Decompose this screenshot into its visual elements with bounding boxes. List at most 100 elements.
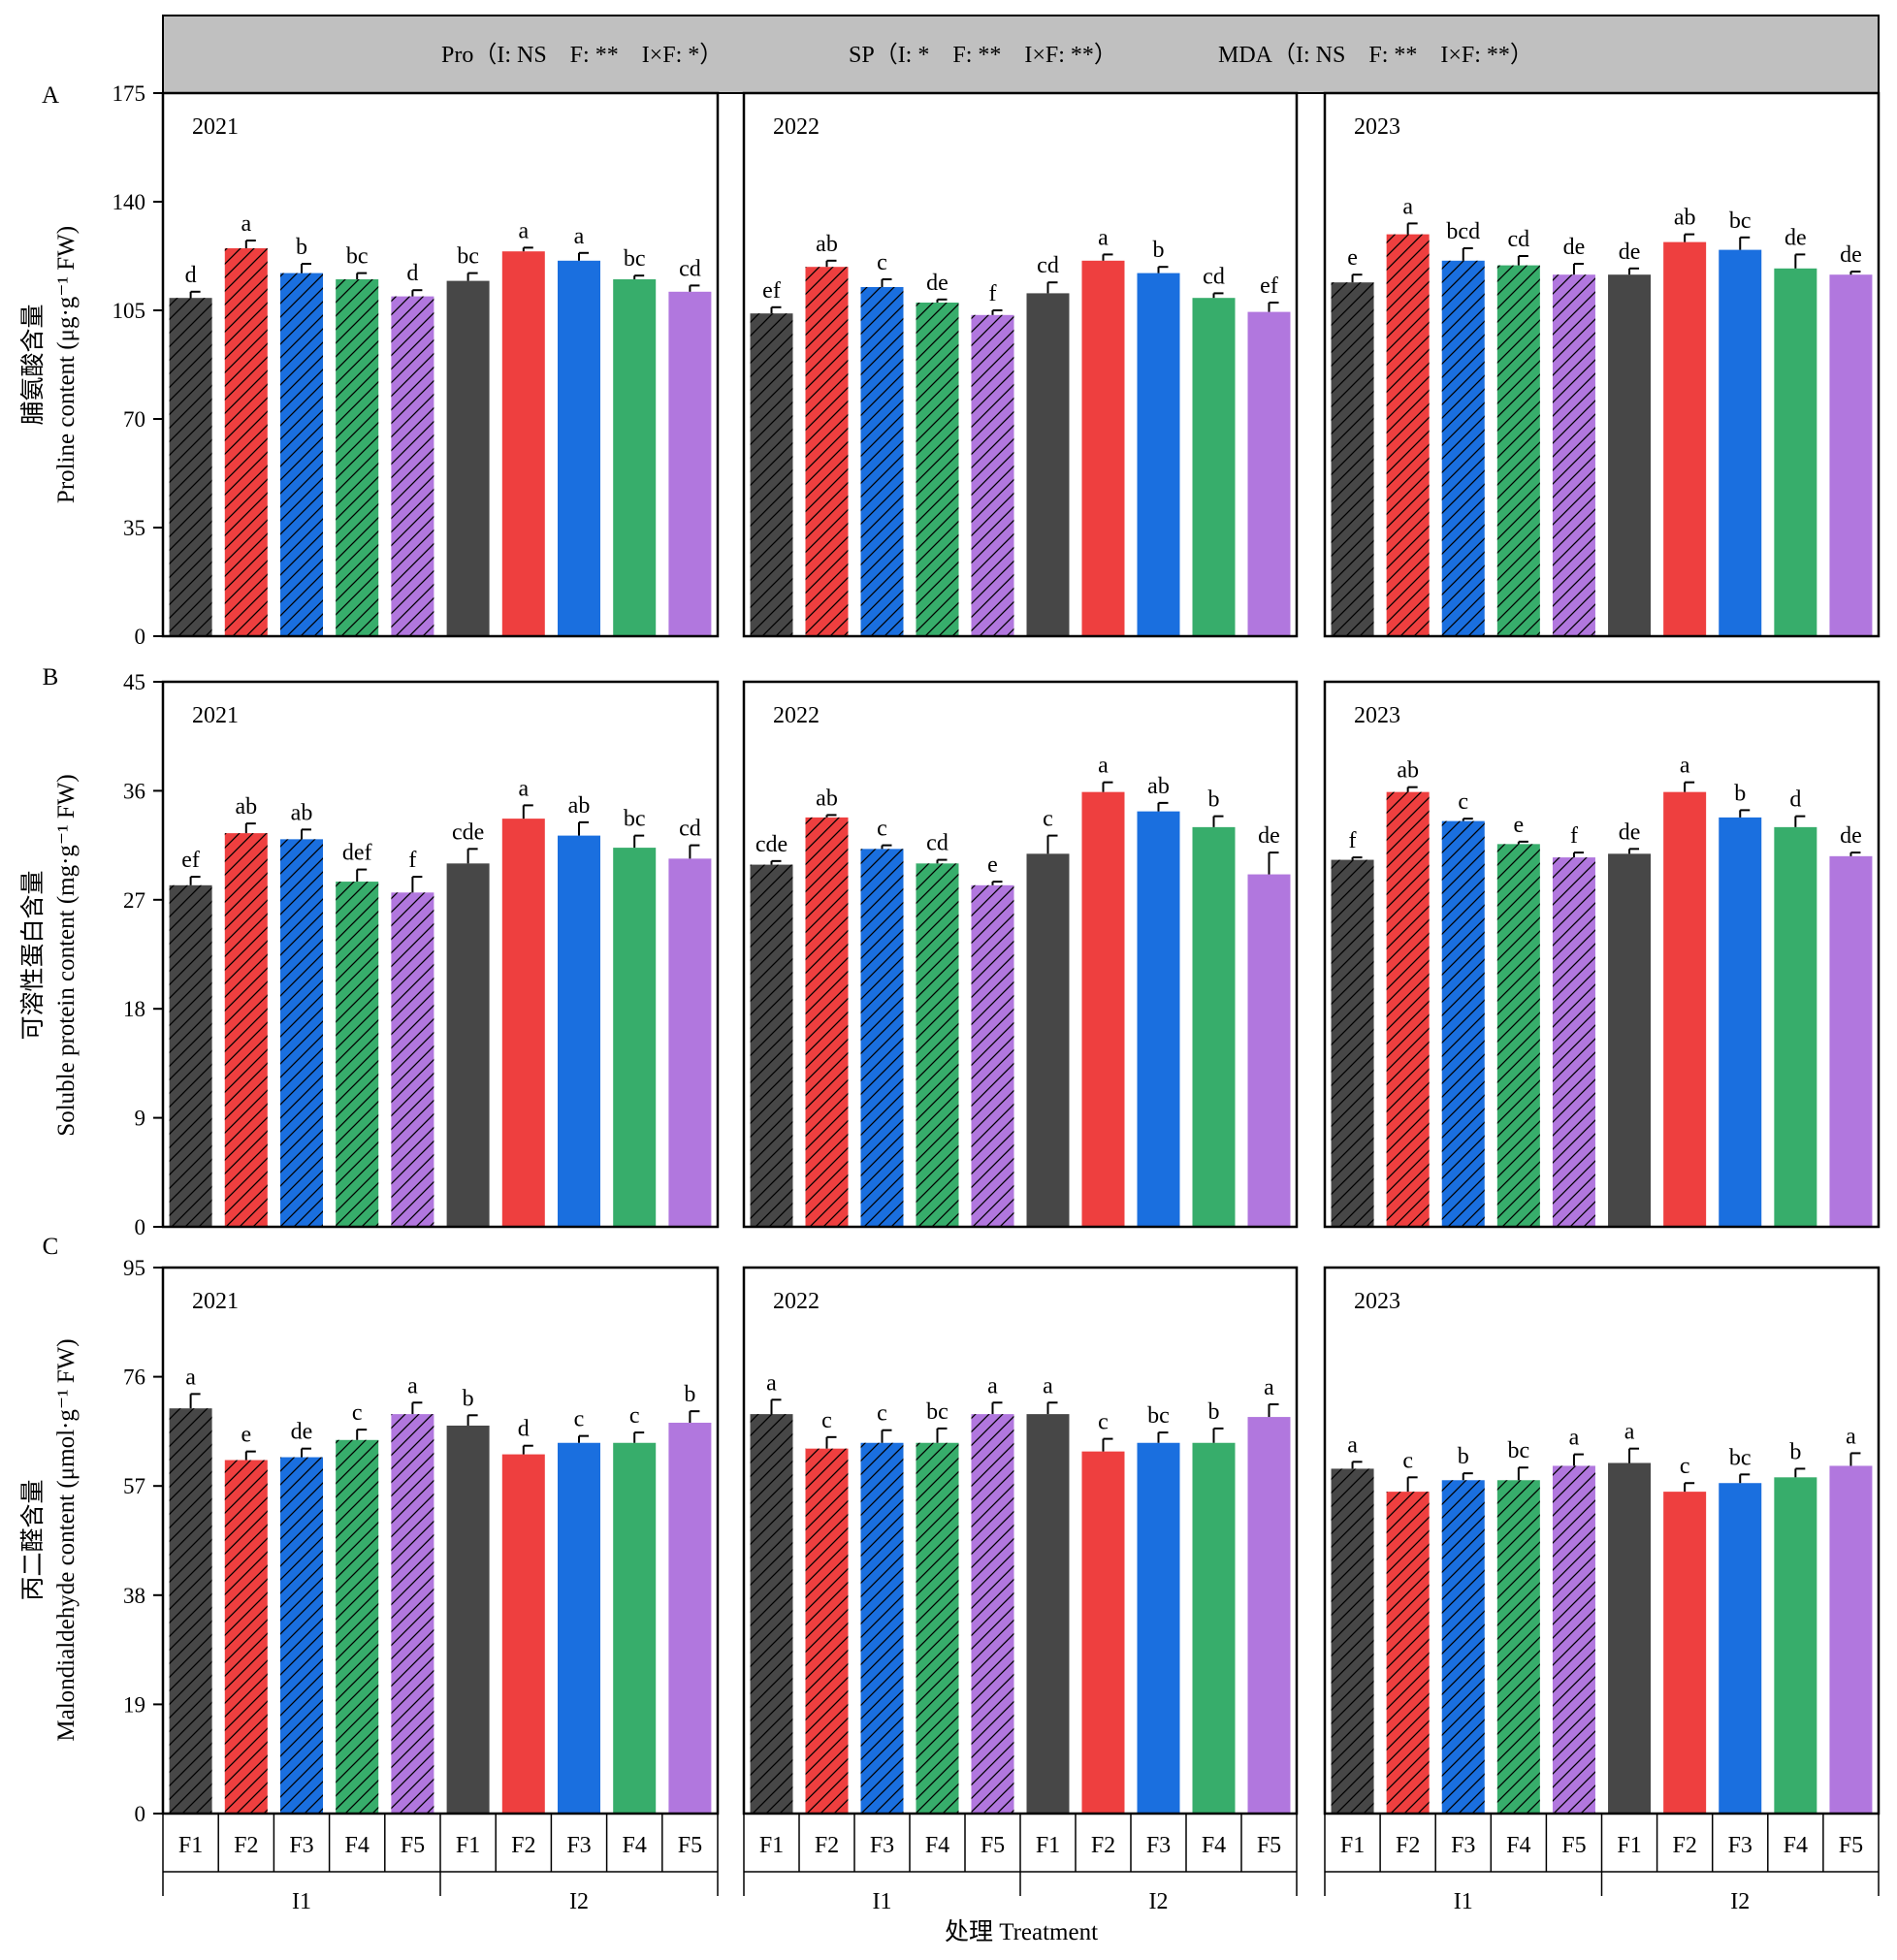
panel-label-B: B: [43, 664, 59, 691]
bar-hatch-I1-F2: [224, 833, 268, 1227]
bar-I2-F1: [446, 863, 490, 1227]
significance-letter: f: [989, 281, 997, 306]
header-stat-sp: SP（I: * F: ** I×F: **）: [849, 43, 1117, 68]
bar-hatch-I1-F2: [1386, 1492, 1430, 1814]
significance-letter: de: [1619, 819, 1641, 845]
x-tick-label: F2: [1672, 1833, 1696, 1858]
bar-I2-F5: [1247, 311, 1291, 636]
bar-I2-F5: [668, 1423, 712, 1814]
bar-hatch-I1-F2: [1386, 791, 1430, 1227]
panel-frame: [161, 680, 720, 1229]
significance-letter: d: [406, 261, 418, 286]
bar-hatch-I1-F4: [1496, 844, 1540, 1227]
x-tick-label: F3: [1728, 1833, 1752, 1858]
bar-hatch-I1-F1: [169, 884, 212, 1227]
year-label: 2022: [773, 114, 820, 140]
x-tick-label: F2: [511, 1833, 535, 1858]
significance-letter: c: [629, 1403, 640, 1429]
y-axis-title-en: Proline content (μg·g⁻¹ FW): [53, 226, 80, 503]
significance-letter: c: [352, 1400, 363, 1426]
year-label: 2023: [1354, 1289, 1400, 1314]
significance-letter: e: [987, 852, 998, 878]
bar-I2-F2: [1663, 1492, 1707, 1814]
significance-letter: de: [1784, 225, 1807, 250]
significance-letter: a: [1402, 194, 1413, 219]
significance-letter: c: [821, 1408, 832, 1433]
y-axis-title-cn: 丙二醛含量: [19, 1479, 47, 1600]
significance-letter: ab: [1397, 758, 1419, 784]
bar-I2-F4: [1192, 1442, 1236, 1814]
significance-letter: a: [1624, 1420, 1635, 1445]
bar-I2-F5: [1829, 274, 1873, 636]
bar-I2-F2: [501, 819, 545, 1227]
bar-I2-F4: [613, 848, 657, 1227]
header-stat-pro: Pro（I: NS F: ** I×F: *）: [441, 43, 723, 68]
significance-letter: ab: [816, 786, 838, 811]
bar-I2-F4: [1192, 298, 1236, 636]
bar-hatch-I1-F2: [805, 817, 849, 1227]
bar-I2-F4: [1774, 826, 1817, 1227]
y-tick-label: 0: [135, 625, 146, 649]
bar-hatch-I1-F1: [750, 1414, 793, 1814]
panel-frame: [742, 91, 1299, 638]
significance-letter: ab: [816, 232, 838, 257]
bar-hatch-I1-F1: [1331, 282, 1374, 636]
significance-letter: de: [1258, 823, 1280, 849]
bar-hatch-I1-F1: [1331, 859, 1374, 1227]
significance-letter: c: [1043, 807, 1053, 832]
y-tick-label: 95: [123, 1256, 145, 1280]
bar-I2-F1: [1608, 274, 1652, 636]
significance-letter: bc: [926, 1399, 948, 1425]
significance-letter: d: [1789, 787, 1801, 813]
significance-letter: bc: [624, 807, 646, 832]
significance-letter: a: [1569, 1426, 1580, 1451]
bar-hatch-I1-F2: [805, 267, 849, 636]
x-tick-label: F5: [981, 1833, 1005, 1858]
bar-I2-F2: [1663, 791, 1707, 1227]
bar-hatch-I1-F2: [224, 1460, 268, 1814]
significance-letter: bc: [1729, 209, 1752, 234]
year-label: 2022: [773, 1289, 820, 1314]
irrigation-label: I2: [569, 1889, 589, 1914]
x-tick-label: F4: [1202, 1833, 1226, 1858]
x-tick-label: F3: [1451, 1833, 1475, 1858]
x-tick-label: F1: [1340, 1833, 1365, 1858]
significance-letter: ef: [762, 278, 781, 304]
bar-hatch-I1-F1: [169, 298, 212, 636]
x-tick-label: F5: [1839, 1833, 1863, 1858]
x-tick-label: F5: [1257, 1833, 1281, 1858]
bar-I2-F5: [668, 291, 712, 636]
year-label: 2021: [192, 114, 239, 140]
significance-letter: c: [877, 1401, 887, 1427]
bar-hatch-I1-F5: [391, 296, 434, 636]
significance-letter: e: [1347, 245, 1358, 271]
bar-I2-F4: [1192, 826, 1236, 1227]
x-tick-label: F5: [678, 1833, 702, 1858]
irrigation-label: I1: [873, 1889, 892, 1914]
significance-letter: bcd: [1446, 219, 1480, 244]
bar-hatch-I1-F1: [1331, 1468, 1374, 1814]
y-tick-label: 19: [123, 1692, 145, 1717]
irrigation-label: I1: [292, 1889, 311, 1914]
bar-hatch-I1-F5: [971, 884, 1014, 1227]
significance-letter: a: [1347, 1432, 1358, 1458]
bar-hatch-I1-F4: [336, 279, 379, 636]
bar-I2-F3: [1137, 273, 1180, 636]
significance-letter: b: [296, 235, 307, 260]
bar-hatch-I1-F4: [336, 882, 379, 1227]
x-tick-label: F3: [870, 1833, 894, 1858]
significance-letter: a: [1043, 1373, 1053, 1398]
y-tick-label: 105: [113, 299, 146, 323]
y-tick-label: 70: [123, 407, 145, 432]
panel-frame: [1323, 680, 1881, 1229]
panel-frame: [742, 680, 1299, 1229]
bar-hatch-I1-F3: [1441, 260, 1485, 636]
bar-hatch-I1-F4: [916, 863, 959, 1227]
panel-label-A: A: [42, 82, 59, 109]
bar-I2-F5: [1247, 874, 1291, 1227]
year-label: 2021: [192, 703, 239, 728]
bar-I2-F5: [1829, 1465, 1873, 1814]
bar-hatch-I1-F4: [1496, 265, 1540, 636]
bar-I2-F3: [558, 835, 600, 1227]
